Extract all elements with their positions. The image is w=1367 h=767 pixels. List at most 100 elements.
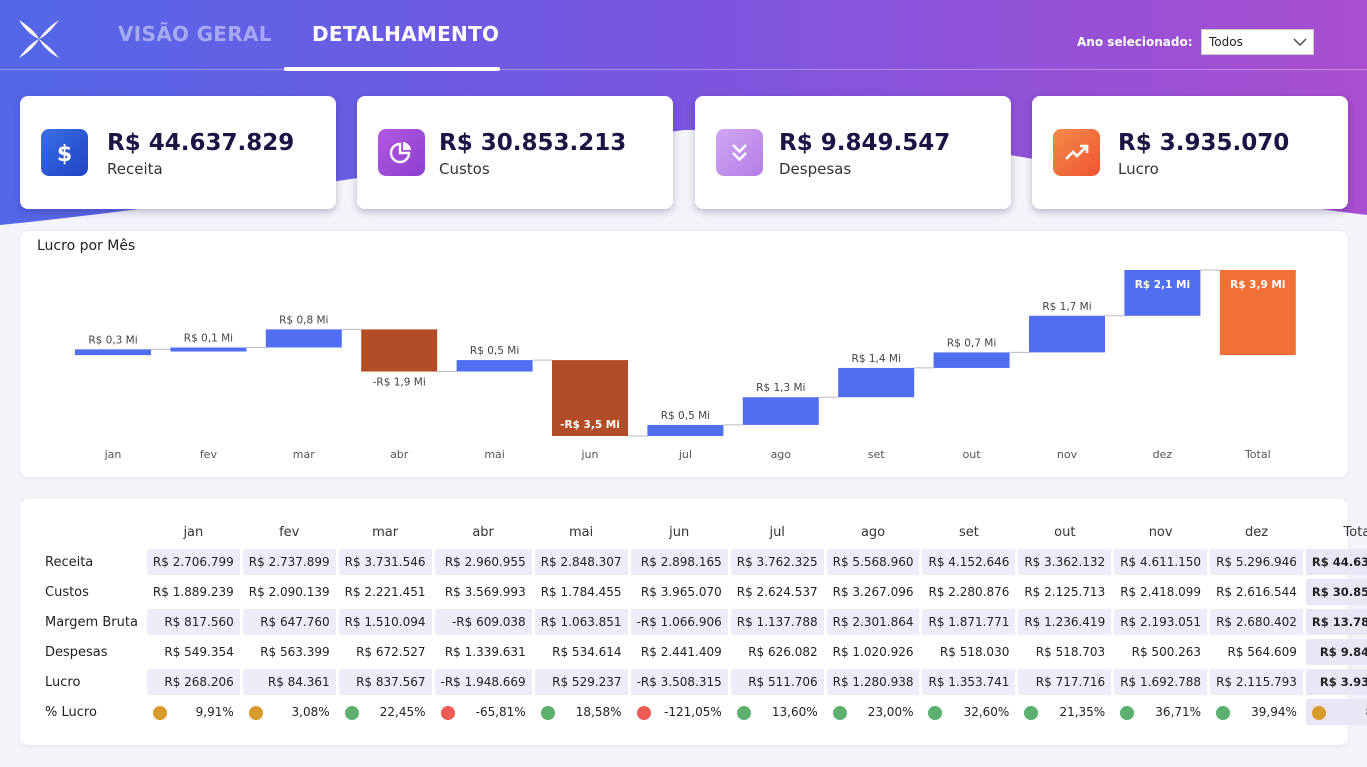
matrix-cell: R$ 2.737.899 (242, 549, 336, 575)
matrix-cell: R$ 5.568.960 (826, 549, 920, 575)
matrix-cell: R$ 1.063.851 (534, 609, 628, 635)
matrix-cell: R$ 2.301.864 (826, 609, 920, 635)
kpi-card-receita: $ R$ 44.637.829 Receita (20, 96, 336, 209)
matrix-cell: R$ 5.296.946 (1210, 549, 1303, 575)
matrix-cell: R$ 1.353.741 (922, 669, 1016, 695)
tab-visao-geral[interactable]: VISÃO GERAL (118, 22, 272, 46)
year-select-dropdown[interactable]: Todos (1201, 29, 1314, 55)
tab-detalhamento[interactable]: DETALHAMENTO (312, 22, 500, 46)
matrix-pct-cell: 13,60% (731, 699, 824, 725)
waterfall-bar (456, 360, 533, 372)
category-label: set (868, 448, 885, 461)
matrix-cell: R$ 1.020.926 (832, 645, 914, 659)
kpi-value: R$ 44.637.829 (107, 130, 295, 156)
topbar-divider (0, 69, 1367, 70)
kpi-value: R$ 3.935.070 (1118, 130, 1290, 156)
matrix-cell: R$ 2.125.713 (1024, 585, 1106, 599)
status-dot-icon (1311, 705, 1326, 720)
matrix-cell: R$ 4.152.646 (922, 549, 1016, 575)
chevron-down-icon (1293, 38, 1307, 46)
pct-value: -121,05% (664, 704, 722, 719)
category-label: ago (771, 448, 792, 461)
matrix-cell: R$ 647.760 (242, 609, 336, 635)
pct-value: 8,82% (1366, 705, 1367, 719)
waterfall-bar (75, 349, 151, 356)
matrix-cell: R$ 2.848.307 (534, 549, 628, 575)
waterfall-bar (1219, 270, 1296, 356)
matrix-cell: R$ 837.567 (338, 669, 432, 695)
status-dot-icon (440, 705, 455, 720)
data-label: R$ 0,3 Mi (88, 334, 137, 346)
matrix-table: jan fev mar abr mai jun jul ago set out nov dez Tota… (40, 515, 1367, 729)
matrix-cell: R$ 549.354 (164, 645, 234, 659)
category-label: nov (1057, 448, 1078, 461)
matrix-cell: R$ 1.137.788 (730, 609, 824, 635)
matrix-cell: R$ 2.960.955 (434, 549, 532, 575)
matrix-col-header: jun (669, 524, 690, 540)
category-label: mar (293, 448, 315, 461)
matrix-cell: R$ 817.560 (146, 609, 240, 635)
matrix-col-header: fev (279, 524, 300, 540)
waterfall-bar (647, 424, 724, 436)
data-label: R$ 3,9 Mi (1230, 279, 1285, 291)
matrix-col-header: mai (569, 524, 594, 540)
matrix-cell: R$ 1.510.094 (338, 609, 432, 635)
category-label: out (963, 448, 982, 461)
kpi-label: Custos (439, 160, 490, 178)
matrix-col-header: jul (769, 524, 785, 540)
matrix-pct-cell: 23,00% (827, 699, 920, 725)
status-dot-icon (1024, 705, 1039, 720)
data-label: R$ 1,4 Mi (852, 353, 901, 365)
data-label: R$ 0,8 Mi (279, 314, 328, 326)
matrix-row-label: Despesas (45, 644, 108, 660)
matrix-cell: R$ 1.784.455 (540, 585, 622, 599)
waterfall-bar (552, 360, 628, 436)
status-dot-icon (344, 705, 359, 720)
status-dot-icon (152, 705, 167, 720)
matrix-col-header: Total (1343, 524, 1367, 540)
matrix-row: Despesas R$ 549.354 R$ 563.399 R$ 672.527 R$… (43, 639, 1367, 665)
matrix-cell: R$ 1.339.631 (444, 645, 526, 659)
status-dot-icon (636, 705, 651, 720)
matrix-cell: R$ 518.030 (939, 645, 1010, 659)
matrix-cell: R$ 511.706 (730, 669, 824, 695)
pct-value: 18,58% (575, 704, 622, 719)
matrix-col-header: dez (1244, 524, 1269, 540)
matrix-cell: R$ 500.263 (1131, 645, 1202, 659)
matrix-cell: R$ 44.637.829 (1305, 549, 1367, 575)
pct-value: 22,45% (379, 704, 426, 719)
chart-title: Lucro por Mês (37, 238, 136, 254)
matrix-cell: R$ 3.935.070 (1305, 669, 1367, 695)
pct-value: 21,35% (1059, 704, 1106, 719)
matrix-cell: R$ 3.762.325 (730, 549, 824, 575)
kpi-value: R$ 30.853.213 (439, 130, 627, 156)
data-label: -R$ 1,9 Mi (373, 377, 426, 389)
matrix-col-header: jan (183, 524, 204, 540)
header-curve (0, 129, 1367, 240)
matrix-cell: R$ 626.082 (748, 645, 818, 659)
pct-value: 36,71% (1155, 704, 1202, 719)
svg-text:$: $ (57, 142, 72, 165)
matrix-col-header: out (1054, 524, 1076, 540)
waterfall-chart: R$ 0,3 Mi jan R$ 0,1 Mi fev R$ 0,8 Mi mar -R$ … (75, 269, 1296, 461)
matrix-header-row: jan fev mar abr mai jun jul ago set out nov dez Tota… (43, 519, 1367, 545)
kpi-value: R$ 9.849.547 (779, 130, 951, 156)
matrix-pct-cell: 22,45% (339, 699, 432, 725)
waterfall-bar (838, 367, 915, 398)
year-select-value: Todos (1209, 35, 1243, 49)
pct-value: 32,60% (963, 704, 1010, 719)
chart-panel: Lucro por Mês R$ 0,3 Mi jan R$ 0,1 Mi fev R$… (20, 231, 1348, 477)
matrix-cell: R$ 2.115.793 (1210, 669, 1303, 695)
category-label: abr (390, 448, 409, 461)
waterfall-bar (742, 397, 819, 425)
matrix-pct-cell: 3,08% (243, 699, 336, 725)
matrix-cell: R$ 564.609 (1227, 645, 1297, 659)
matrix-cell: R$ 30.853.213 (1305, 579, 1367, 605)
data-label: R$ 0,7 Mi (947, 337, 996, 349)
year-filter-label: Ano selecionado: (1077, 35, 1193, 49)
matrix-row: Receita R$ 2.706.799 R$ 2.737.899 R$ 3.731.… (43, 549, 1367, 575)
matrix-row-label: Margem Bruta (45, 614, 138, 630)
dollar-icon: $ (41, 129, 88, 176)
matrix-col-header: mar (372, 524, 399, 540)
logo-icon (19, 20, 59, 58)
